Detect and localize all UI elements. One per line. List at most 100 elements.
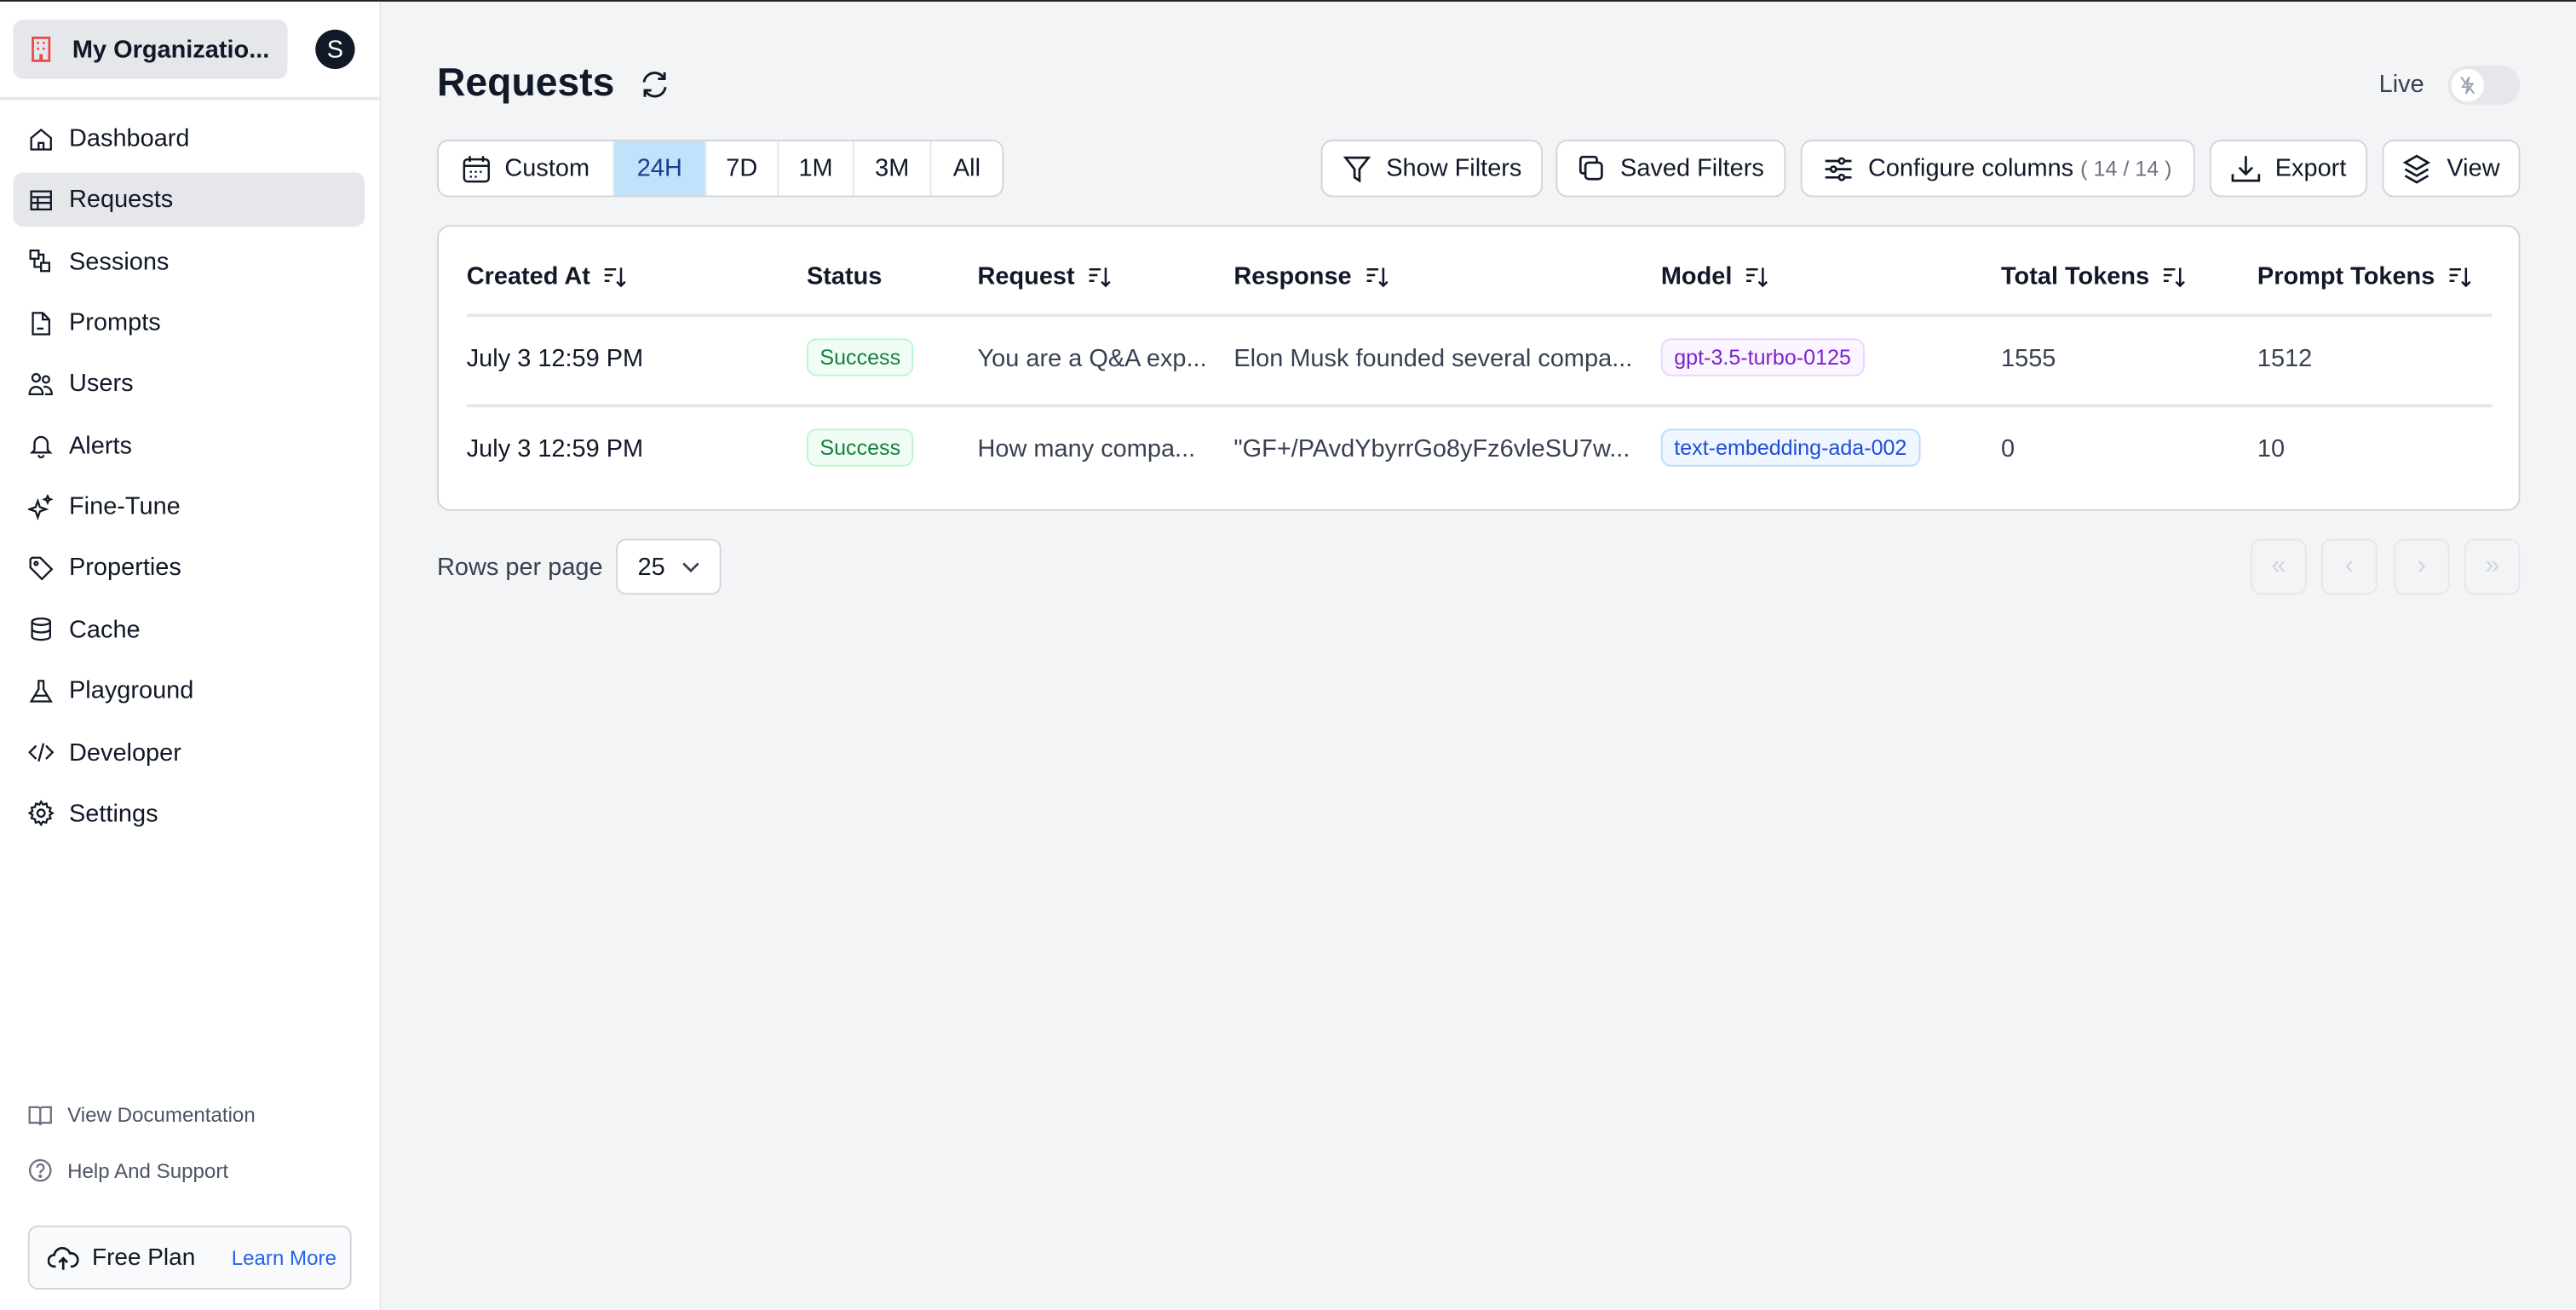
- sidebar-item-label: Requests: [69, 186, 174, 215]
- chevron-right-icon: ›: [2417, 552, 2426, 580]
- cell-request: You are a Q&A exp...: [977, 345, 1207, 373]
- code-icon: [28, 739, 55, 766]
- home-icon: [28, 126, 55, 152]
- book-icon: [28, 1104, 53, 1127]
- divider: [466, 313, 2493, 317]
- sidebar-item-requests[interactable]: Requests: [13, 173, 365, 227]
- sparkles-icon: [27, 493, 55, 520]
- cloud-upload-icon: [47, 1244, 79, 1271]
- column-header-created-at[interactable]: Created At: [467, 263, 627, 290]
- sort-icon[interactable]: [2448, 266, 2471, 288]
- download-icon: [2231, 153, 2261, 183]
- users-icon: [28, 371, 55, 398]
- range-1m[interactable]: 1M: [779, 141, 854, 196]
- sidebar-item-label: Fine-Tune: [69, 492, 181, 521]
- column-header-status[interactable]: Status: [806, 262, 883, 291]
- sidebar-item-alerts[interactable]: Alerts: [13, 418, 365, 473]
- sort-icon[interactable]: [1088, 266, 1112, 288]
- org-switcher[interactable]: My Organizatio...: [13, 20, 288, 79]
- gear-icon: [27, 800, 55, 827]
- sidebar-item-label: Alerts: [69, 431, 132, 460]
- range-all[interactable]: All: [952, 154, 981, 183]
- sort-icon[interactable]: [1365, 266, 1389, 288]
- requests-table: [437, 225, 2521, 511]
- next-page-button[interactable]: ›: [2393, 538, 2450, 595]
- status-badge: Success: [806, 338, 914, 376]
- cell-created-at: July 3 12:59 PM: [466, 435, 644, 463]
- sidebar-item-properties[interactable]: Properties: [13, 541, 365, 595]
- sliders-icon: [1824, 155, 1854, 181]
- copy-icon: [1578, 154, 1606, 182]
- filter-icon: [1342, 153, 1371, 183]
- flask-icon: [28, 678, 55, 704]
- page-title: Requests: [437, 60, 615, 106]
- rows-per-page-select[interactable]: 25: [616, 538, 722, 595]
- model-badge: text-embedding-ada-002: [1660, 428, 1920, 467]
- last-page-button[interactable]: »: [2464, 538, 2521, 595]
- cell-status: Success: [806, 428, 914, 467]
- divider: [466, 404, 2493, 407]
- range-custom[interactable]: Custom: [439, 141, 615, 196]
- help-support-link[interactable]: Help And Support: [28, 1158, 228, 1183]
- view-button[interactable]: View: [2382, 139, 2521, 198]
- sidebar-item-label: Users: [69, 370, 134, 399]
- status-badge: Success: [806, 428, 914, 467]
- calendar-icon: [462, 153, 492, 183]
- sidebar-item-label: Dashboard: [69, 124, 190, 153]
- range-7d[interactable]: 7D: [706, 141, 779, 196]
- sidebar-item-label: Playground: [69, 676, 194, 705]
- column-header-prompt-tokens[interactable]: Prompt Tokens: [2257, 263, 2471, 290]
- sort-icon[interactable]: [2163, 266, 2186, 288]
- sidebar-item-fine-tune[interactable]: Fine-Tune: [13, 480, 365, 534]
- database-icon: [28, 617, 55, 643]
- show-filters-button[interactable]: Show Filters: [1320, 139, 1543, 198]
- range-24h[interactable]: 24H: [614, 141, 707, 196]
- sort-icon[interactable]: [603, 266, 627, 288]
- sidebar-item-label: Cache: [69, 615, 141, 644]
- cell-response: Elon Musk founded several compa...: [1233, 345, 1633, 373]
- saved-filters-button[interactable]: Saved Filters: [1555, 139, 1786, 198]
- sidebar-item-developer[interactable]: Developer: [13, 725, 365, 779]
- refresh-icon[interactable]: [639, 69, 670, 101]
- chevrons-left-icon: «: [2271, 552, 2286, 580]
- sidebar-item-sessions[interactable]: Sessions: [13, 234, 365, 289]
- cell-prompt-tokens: 10: [2257, 435, 2286, 463]
- avatar[interactable]: S: [315, 29, 355, 70]
- cell-status: Success: [806, 338, 914, 376]
- help-circle-icon: [28, 1158, 53, 1183]
- sidebar-item-playground[interactable]: Playground: [13, 664, 365, 718]
- zap-off-icon: [2451, 69, 2485, 102]
- column-header-model[interactable]: Model: [1661, 263, 1768, 290]
- sidebar-item-label: Prompts: [69, 308, 161, 337]
- sidebar-item-dashboard[interactable]: Dashboard: [13, 112, 365, 166]
- rows-per-page-label: Rows per page: [437, 553, 603, 582]
- building-icon: [30, 36, 53, 62]
- configure-columns-button[interactable]: Configure columns ( 14 / 14 ): [1800, 139, 2195, 198]
- live-toggle[interactable]: [2447, 66, 2521, 106]
- cell-prompt-tokens: 1512: [2257, 345, 2313, 373]
- sidebar-item-label: Sessions: [69, 247, 170, 276]
- divider: [0, 96, 382, 101]
- tag-icon: [28, 555, 55, 582]
- column-header-response[interactable]: Response: [1233, 263, 1389, 290]
- free-plan-card: Free Plan Learn More: [27, 1225, 352, 1290]
- column-header-total-tokens[interactable]: Total Tokens: [2001, 263, 2186, 290]
- export-button[interactable]: Export: [2209, 139, 2368, 198]
- first-page-button[interactable]: «: [2251, 538, 2307, 595]
- cell-total-tokens: 1555: [2001, 345, 2056, 373]
- sidebar-item-cache[interactable]: Cache: [13, 602, 365, 657]
- table-icon: [28, 187, 55, 214]
- sidebar-item-settings[interactable]: Settings: [13, 786, 365, 841]
- sessions-icon: [28, 249, 55, 275]
- sort-icon[interactable]: [1745, 266, 1768, 288]
- bell-icon: [28, 433, 55, 459]
- range-3m[interactable]: 3M: [854, 141, 932, 196]
- sidebar-item-prompts[interactable]: Prompts: [13, 296, 365, 350]
- sidebar-item-users[interactable]: Users: [13, 357, 365, 411]
- column-header-request[interactable]: Request: [978, 263, 1112, 290]
- chevron-left-icon: ‹: [2344, 552, 2355, 580]
- learn-more-link[interactable]: Learn More: [231, 1245, 337, 1269]
- view-documentation-link[interactable]: View Documentation: [28, 1104, 256, 1127]
- prev-page-button[interactable]: ‹: [2321, 538, 2378, 595]
- cell-total-tokens: 0: [2001, 435, 2015, 463]
